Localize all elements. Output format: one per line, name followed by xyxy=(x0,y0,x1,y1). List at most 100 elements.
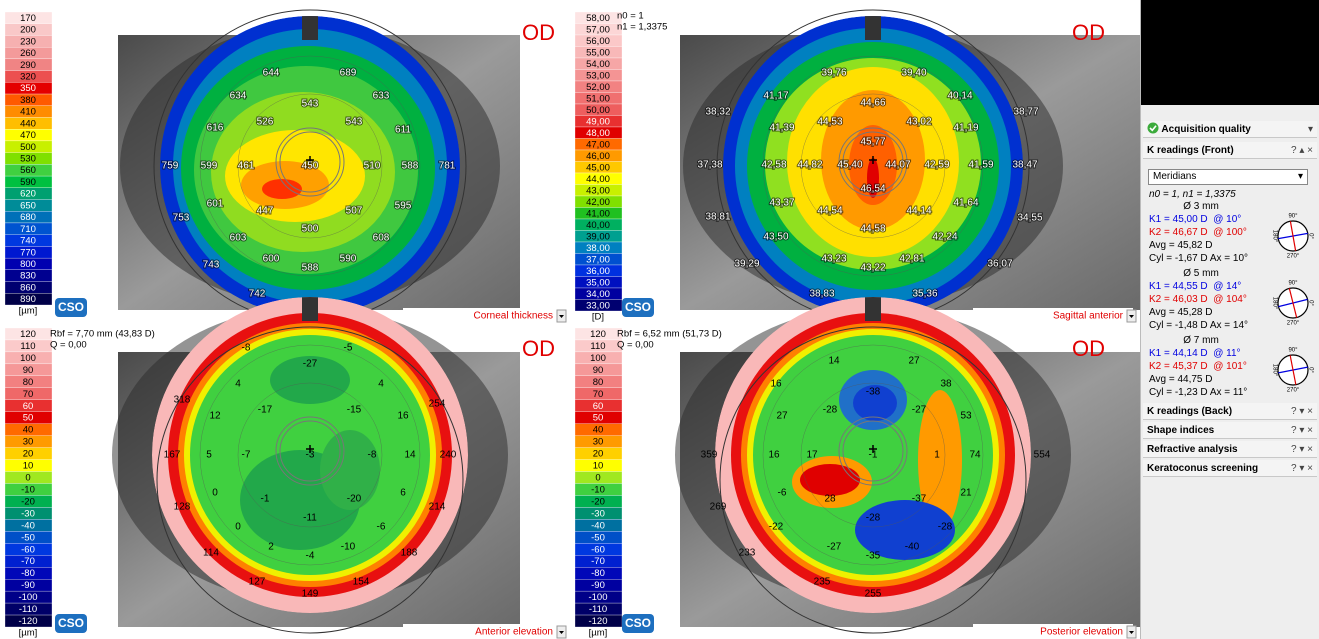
map-value: 44,54 xyxy=(817,206,842,217)
map-value: 603 xyxy=(230,233,247,244)
map-value: 43,37 xyxy=(769,198,794,209)
scale-label: 100 xyxy=(20,353,36,364)
scale-label: -100 xyxy=(588,592,607,603)
section-header[interactable]: K readings (Back)? ▾ × xyxy=(1143,403,1317,420)
eye-side: OD xyxy=(1072,20,1105,45)
map-note: n0 = 1 xyxy=(617,11,644,22)
scale-label: -50 xyxy=(21,532,35,543)
scale-unit: [µm] xyxy=(19,628,38,639)
map-value: 43,22 xyxy=(860,263,885,274)
map-value: 43,02 xyxy=(906,117,931,128)
scale-label: 560 xyxy=(20,165,36,176)
map-value: -17 xyxy=(258,405,273,416)
map-value: 114 xyxy=(203,548,219,559)
controls[interactable]: ? ▾ × xyxy=(1291,403,1313,420)
map-value: 44,07 xyxy=(885,160,910,171)
section-header[interactable]: Keratoconus screening? ▾ × xyxy=(1143,460,1317,477)
lid-notch xyxy=(302,297,318,321)
scale-unit: [D] xyxy=(592,312,604,323)
logo: CSO xyxy=(625,300,651,314)
help[interactable]: ? xyxy=(1291,425,1297,436)
map-value: -27 xyxy=(912,405,927,416)
mode-select[interactable]: Meridians▾ xyxy=(1148,169,1308,185)
map-value: 38,83 xyxy=(809,289,834,300)
help[interactable]: ? xyxy=(1291,444,1297,455)
scale-label: 0 xyxy=(595,473,600,484)
scale-label: 860 xyxy=(20,282,36,293)
scale-label: -110 xyxy=(589,604,607,615)
scale-label: 620 xyxy=(20,189,36,200)
map-note: Q = 0,00 xyxy=(50,340,87,351)
scale-label: 100 xyxy=(590,353,606,364)
map-value: 588 xyxy=(402,161,419,172)
map-value: 154 xyxy=(353,577,370,588)
avg: Avg = 45,28 D xyxy=(1149,307,1212,319)
map-value: -8 xyxy=(242,343,251,354)
scale-label: 35,00 xyxy=(586,277,610,288)
map-value: -28 xyxy=(938,522,953,533)
map-value: 447 xyxy=(257,206,274,217)
scale-label: 57,00 xyxy=(586,24,610,35)
scale-label: 800 xyxy=(20,259,36,270)
map-value: 590 xyxy=(340,254,357,265)
controls[interactable]: ? ▴ × xyxy=(1291,142,1313,159)
map-value: 616 xyxy=(207,123,224,134)
scale-label: 90 xyxy=(23,365,34,376)
help[interactable]: ? xyxy=(1291,463,1297,474)
map-value: 633 xyxy=(373,91,390,102)
zone-diameter: Ø 3 mm xyxy=(1141,201,1261,213)
map-value: 5 xyxy=(206,450,212,461)
scale-label: 120 xyxy=(590,329,606,340)
expand[interactable]: ▾ xyxy=(1308,121,1313,138)
scale-label: 46,00 xyxy=(586,151,610,162)
map-value: 543 xyxy=(346,117,363,128)
map-value: 43,50 xyxy=(763,232,788,243)
map-value: 742 xyxy=(249,289,266,300)
axis-label: 180° xyxy=(1271,230,1277,243)
axis-label: 90° xyxy=(1288,348,1298,354)
map-value: 38,77 xyxy=(1013,107,1038,118)
help[interactable]: ? xyxy=(1291,145,1297,156)
map-dropdown[interactable] xyxy=(557,310,566,322)
map-value: 4 xyxy=(235,379,241,390)
eye-side: OD xyxy=(522,336,555,361)
map-value: 1 xyxy=(934,450,940,461)
map-value: 45,40 xyxy=(837,160,862,171)
section-header[interactable]: Shape indices? ▾ × xyxy=(1143,422,1317,439)
map-value: 188 xyxy=(401,548,418,559)
help[interactable]: ? xyxy=(1291,406,1297,417)
k2: K2 = 46,67 D @ 100° xyxy=(1149,227,1247,239)
map-value: -38 xyxy=(866,387,881,398)
controls[interactable]: ? ▾ × xyxy=(1291,460,1313,477)
map-value: 14 xyxy=(828,356,840,367)
map-dropdown[interactable] xyxy=(1127,626,1136,638)
scale-label: 740 xyxy=(20,236,36,247)
map-dropdown[interactable] xyxy=(1127,310,1136,322)
map-dropdown[interactable] xyxy=(557,626,566,638)
controls[interactable]: ? ▾ × xyxy=(1291,441,1313,458)
scale-label: -90 xyxy=(21,580,35,591)
map-value: 507 xyxy=(346,206,363,217)
k-front-header[interactable]: K readings (Front) ? ▴ × xyxy=(1143,142,1317,159)
axis-label: 270° xyxy=(1287,321,1300,327)
map-value: 554 xyxy=(1034,450,1051,461)
scale-label: 51,00 xyxy=(586,93,610,104)
map-value: 167 xyxy=(164,450,181,461)
scale-label: 710 xyxy=(20,224,36,235)
axis-diagram: 90°180°0°270° xyxy=(1271,345,1315,395)
section-header[interactable]: Refractive analysis? ▾ × xyxy=(1143,441,1317,458)
map-value: 44,66 xyxy=(860,98,885,109)
axis-diagram: 90°180°0°270° xyxy=(1271,211,1315,261)
scale-label: -40 xyxy=(21,520,35,531)
map-value: 214 xyxy=(429,502,446,513)
acquisition-header[interactable]: Acquisition quality ▾ xyxy=(1143,121,1317,138)
scale-label: -10 xyxy=(21,484,35,495)
controls[interactable]: ? ▾ × xyxy=(1291,422,1313,439)
map-value: -4 xyxy=(306,551,315,562)
map-value: 41,17 xyxy=(763,91,788,102)
map-value: 588 xyxy=(302,263,319,274)
map-value: -6 xyxy=(377,522,386,533)
scale-label: -10 xyxy=(591,484,605,495)
